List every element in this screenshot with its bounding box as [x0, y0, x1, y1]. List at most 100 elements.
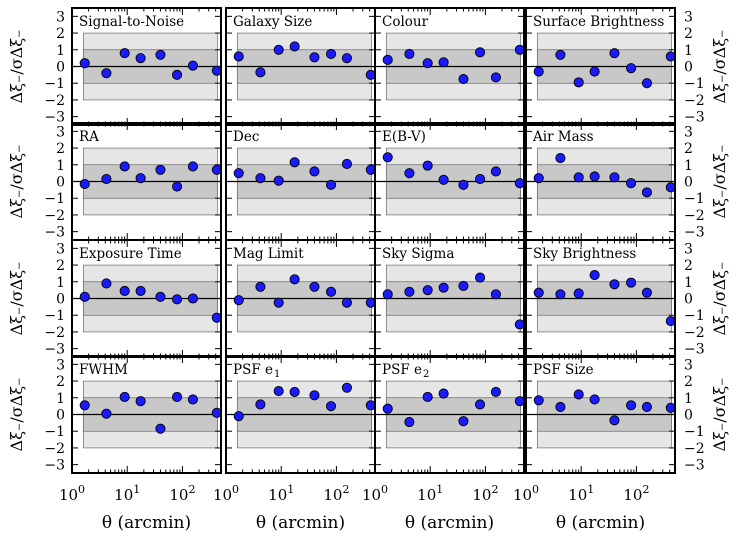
y-tick-label-left: −1 — [44, 191, 65, 207]
data-point — [458, 179, 469, 190]
y-tick-label-right: 3 — [684, 357, 693, 373]
data-point — [609, 415, 620, 426]
y-tick-label-right: 2 — [684, 374, 693, 390]
data-point — [382, 152, 393, 163]
panel-frame — [71, 355, 222, 474]
data-point — [155, 423, 166, 434]
panel-title: RA — [79, 129, 99, 145]
panel-8: Air Mass — [525, 122, 676, 241]
data-point — [119, 391, 130, 403]
data-point — [422, 391, 433, 403]
data-point — [187, 293, 198, 304]
y-tick-label-right: −3 — [684, 342, 705, 358]
data-point — [309, 52, 320, 63]
data-point — [119, 161, 130, 172]
panel-title: Air Mass — [532, 129, 594, 145]
data-point — [475, 173, 486, 185]
data-point — [404, 48, 415, 60]
panel-title-subscript: 1 — [274, 369, 280, 380]
y-tick-label-right: −3 — [684, 110, 705, 126]
data-point — [626, 178, 637, 189]
panel-7: E(B-V) — [374, 122, 525, 241]
data-point — [555, 153, 566, 164]
data-point — [641, 187, 652, 198]
y-tick-label-right: −1 — [684, 191, 705, 207]
x-tick-exponent: 0 — [532, 483, 539, 496]
x-tick-exponent: 1 — [436, 483, 443, 496]
panel-title: Surface Brightness — [533, 14, 664, 30]
y-tick-label-right: 1 — [684, 158, 693, 174]
y-tick-label-left: 1 — [56, 275, 65, 291]
panel-10: Mag Limit — [225, 239, 376, 358]
panel-6: Dec — [225, 122, 376, 241]
y-tick-label-right: 3 — [684, 124, 693, 140]
panel-11: Sky Sigma — [374, 239, 525, 358]
panel-12: Sky Brightness — [525, 239, 676, 358]
x-tick-label: 100 — [513, 483, 539, 504]
y-tick-label-left: 3 — [56, 357, 65, 373]
data-point — [641, 401, 652, 413]
data-point — [233, 411, 244, 422]
data-point — [438, 282, 449, 293]
data-point — [187, 161, 198, 172]
x-tick-exponent: 0 — [381, 483, 388, 496]
x-tick-exponent: 2 — [342, 483, 349, 496]
data-point — [101, 278, 112, 289]
data-point — [155, 49, 166, 60]
data-point — [309, 390, 320, 401]
data-point — [609, 172, 620, 183]
data-point — [555, 401, 566, 413]
y-tick-label-right: 0 — [684, 292, 693, 308]
data-point — [119, 48, 130, 59]
panel-title: PSF e2 — [382, 362, 429, 380]
x-tick-exponent: 1 — [587, 483, 594, 496]
x-tick-label: 102 — [472, 483, 498, 504]
data-point — [382, 403, 393, 414]
data-point — [341, 297, 352, 308]
data-point — [341, 53, 352, 64]
data-point — [573, 77, 584, 88]
data-point — [289, 157, 300, 168]
y-tick-label-right: 1 — [684, 391, 693, 407]
data-point — [135, 53, 146, 64]
y-tick-label-right: 0 — [684, 408, 693, 424]
y-tick-label-right: 1 — [684, 275, 693, 291]
panel-9: Exposure Time — [71, 239, 222, 358]
data-point — [382, 54, 393, 65]
data-point — [422, 58, 433, 69]
y-tick-label-right: 3 — [684, 241, 693, 257]
y-tick-label-left: −2 — [44, 325, 65, 341]
y-tick-label-right: −2 — [684, 325, 705, 341]
x-tick-label: 101 — [568, 483, 594, 504]
panel-title: Mag Limit — [233, 246, 304, 262]
data-point — [490, 166, 501, 177]
data-point — [533, 173, 544, 184]
y-axis-label-right: Δξ₋/σΔξ₋ — [710, 262, 729, 336]
panel-frame — [525, 7, 676, 126]
data-point — [172, 391, 183, 403]
data-point — [490, 289, 501, 300]
y-tick-label-right: 2 — [684, 141, 693, 157]
y-tick-label-left: 0 — [56, 408, 65, 424]
x-axis-label: θ (arcmin) — [405, 513, 494, 533]
data-point — [422, 160, 433, 171]
panel-frame — [525, 355, 676, 474]
data-point — [589, 394, 600, 405]
data-point — [341, 382, 352, 393]
data-point — [101, 173, 112, 185]
data-point — [135, 396, 146, 407]
y-tick-label-left: −2 — [44, 93, 65, 109]
data-point — [475, 47, 486, 58]
y-tick-label-right: −3 — [684, 225, 705, 241]
data-point — [490, 72, 501, 83]
data-point — [438, 174, 449, 185]
data-point — [79, 58, 90, 69]
x-tick-exponent: 1 — [287, 483, 294, 496]
panel-title: Sky Sigma — [382, 246, 454, 262]
y-tick-label-left: 1 — [56, 43, 65, 59]
y-tick-label-left: 2 — [56, 141, 65, 157]
data-point — [382, 289, 393, 300]
panel-title: E(B-V) — [382, 129, 426, 145]
panel-frame — [71, 7, 222, 126]
y-tick-label-left: 3 — [56, 124, 65, 140]
